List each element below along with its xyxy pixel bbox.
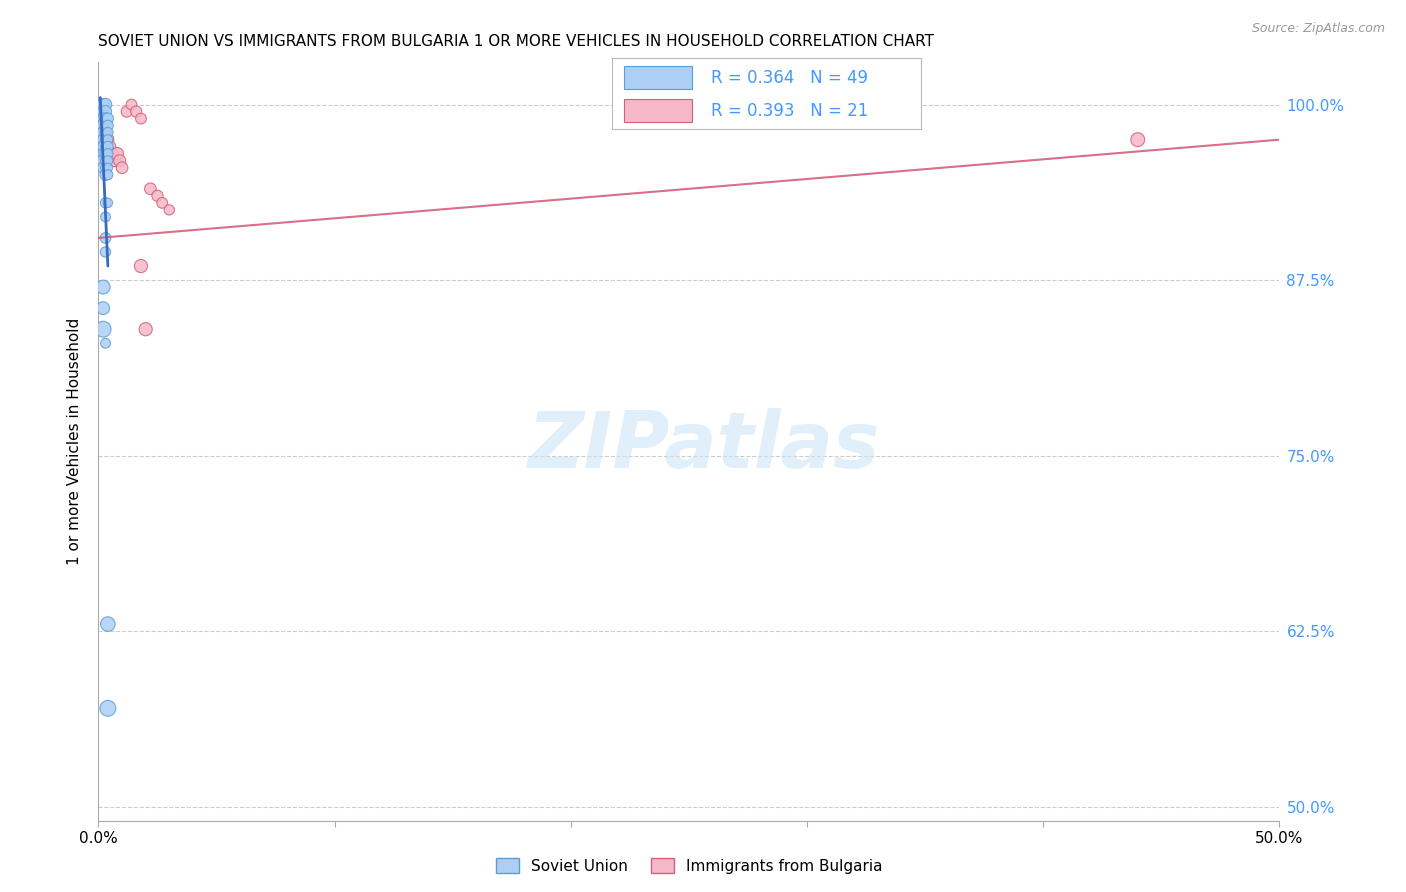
Point bbox=[91, 119, 114, 133]
Point bbox=[90, 104, 112, 119]
Point bbox=[91, 161, 114, 175]
Point bbox=[94, 168, 117, 182]
Text: R = 0.393   N = 21: R = 0.393 N = 21 bbox=[710, 103, 868, 120]
Point bbox=[121, 97, 143, 112]
Point bbox=[97, 617, 120, 632]
Point bbox=[94, 139, 117, 153]
Point bbox=[94, 133, 117, 147]
Bar bbox=[624, 99, 692, 122]
Point bbox=[90, 97, 112, 112]
Bar bbox=[624, 66, 692, 88]
Point bbox=[94, 126, 117, 140]
Point bbox=[108, 153, 131, 168]
Point bbox=[97, 119, 120, 133]
Text: R = 0.364   N = 49: R = 0.364 N = 49 bbox=[710, 69, 868, 87]
Point bbox=[101, 146, 124, 161]
Point bbox=[94, 104, 117, 119]
Point bbox=[135, 322, 157, 336]
Point bbox=[129, 112, 152, 126]
Point bbox=[91, 126, 114, 140]
Point bbox=[94, 153, 117, 168]
Point bbox=[94, 112, 117, 126]
Point bbox=[94, 126, 117, 140]
Point bbox=[91, 119, 114, 133]
Text: Source: ZipAtlas.com: Source: ZipAtlas.com bbox=[1251, 22, 1385, 36]
Point bbox=[1126, 133, 1149, 147]
Legend: Soviet Union, Immigrants from Bulgaria: Soviet Union, Immigrants from Bulgaria bbox=[488, 850, 890, 881]
Point bbox=[91, 301, 114, 315]
Point bbox=[150, 195, 173, 210]
Point bbox=[97, 112, 120, 126]
Point bbox=[94, 119, 117, 133]
Point bbox=[94, 231, 117, 245]
Point bbox=[90, 112, 112, 126]
Point bbox=[90, 126, 112, 140]
Point bbox=[90, 119, 112, 133]
Point bbox=[94, 210, 117, 224]
Text: SOVIET UNION VS IMMIGRANTS FROM BULGARIA 1 OR MORE VEHICLES IN HOUSEHOLD CORRELA: SOVIET UNION VS IMMIGRANTS FROM BULGARIA… bbox=[98, 34, 935, 49]
Point bbox=[91, 97, 114, 112]
Point bbox=[97, 195, 120, 210]
Point bbox=[94, 195, 117, 210]
Point bbox=[90, 146, 112, 161]
Point bbox=[91, 139, 114, 153]
Point bbox=[91, 322, 114, 336]
Point bbox=[91, 112, 114, 126]
Point bbox=[115, 104, 138, 119]
Point bbox=[125, 104, 148, 119]
Point bbox=[91, 104, 114, 119]
Point bbox=[94, 97, 117, 112]
Point bbox=[97, 126, 120, 140]
Point bbox=[139, 182, 162, 196]
Point bbox=[97, 133, 120, 147]
Point bbox=[90, 139, 112, 153]
Point bbox=[97, 133, 120, 147]
Y-axis label: 1 or more Vehicles in Household: 1 or more Vehicles in Household bbox=[67, 318, 83, 566]
Point bbox=[91, 133, 114, 147]
Point bbox=[157, 202, 180, 217]
Point bbox=[91, 146, 114, 161]
Point bbox=[98, 139, 121, 153]
Point bbox=[97, 153, 120, 168]
Point bbox=[111, 161, 134, 175]
Point bbox=[94, 161, 117, 175]
Point bbox=[97, 146, 120, 161]
Point bbox=[90, 112, 112, 126]
Point bbox=[97, 139, 120, 153]
Point bbox=[91, 153, 114, 168]
Point bbox=[94, 336, 117, 351]
Point bbox=[105, 146, 128, 161]
Point bbox=[129, 259, 152, 273]
Point bbox=[97, 168, 120, 182]
Point bbox=[94, 146, 117, 161]
Text: ZIPatlas: ZIPatlas bbox=[527, 408, 879, 484]
Point bbox=[97, 701, 120, 715]
Point bbox=[104, 153, 127, 168]
Point bbox=[90, 133, 112, 147]
Point bbox=[91, 280, 114, 294]
Point bbox=[94, 244, 117, 259]
Point bbox=[97, 161, 120, 175]
Point bbox=[146, 189, 169, 203]
